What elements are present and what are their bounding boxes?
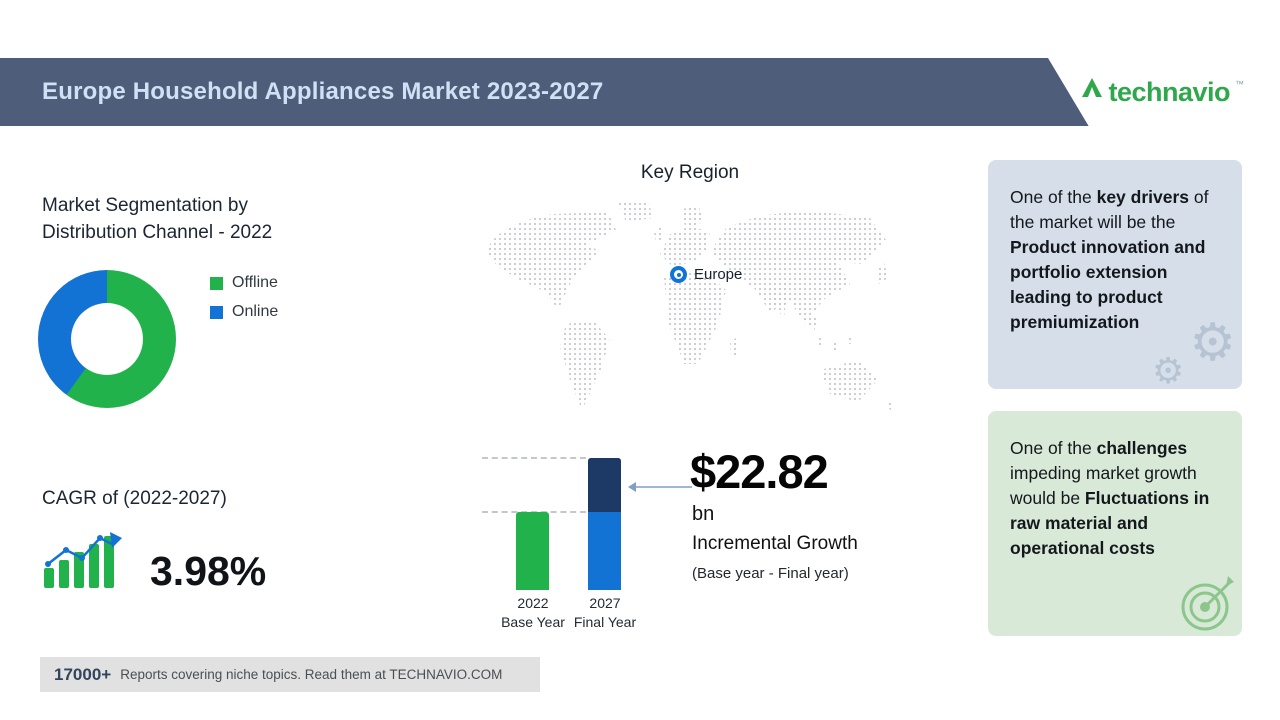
europe-map-marker: Europe bbox=[670, 266, 742, 283]
challenges-text-middle: impeding market growth would be bbox=[1010, 463, 1197, 508]
bar-caption-2022: 2022 Base Year bbox=[487, 594, 579, 632]
incremental-growth-sublabel: (Base year - Final year) bbox=[692, 565, 849, 582]
dashed-gridline-top bbox=[482, 457, 586, 459]
bar-2027-increment-segment bbox=[588, 458, 621, 512]
logo-wedge: technavio ™ bbox=[1048, 58, 1280, 126]
trademark-symbol: ™ bbox=[1235, 79, 1244, 89]
reports-count: 17000+ bbox=[54, 664, 112, 684]
technavio-logo-text: technavio bbox=[1108, 77, 1230, 107]
key-region-title: Key Region bbox=[640, 162, 740, 183]
bar-caption-2027: 2027 Final Year bbox=[559, 594, 651, 632]
incremental-growth-label: Incremental Growth bbox=[692, 533, 858, 554]
bar-2027 bbox=[588, 458, 621, 590]
footer-bar: 17000+ Reports covering niche topics. Re… bbox=[40, 657, 540, 692]
gears-icon: ⚙ ⚙ bbox=[1152, 314, 1236, 391]
legend-label-offline: Offline bbox=[232, 274, 278, 291]
segmentation-title-line2: Distribution Channel - 2022 bbox=[42, 222, 273, 243]
bar-year-2022: 2022 bbox=[517, 595, 549, 611]
challenges-text-bold2: Fluctuations in raw material and operati… bbox=[1010, 488, 1210, 558]
incremental-growth-unit: bn bbox=[692, 503, 715, 525]
offline-swatch-icon bbox=[210, 276, 223, 290]
bar-year-2027: 2027 bbox=[589, 595, 621, 611]
cagr-label: CAGR of (2022-2027) bbox=[42, 488, 227, 509]
bar-label-2022: Base Year bbox=[501, 614, 565, 630]
bar-label-2027: Final Year bbox=[573, 614, 637, 630]
footer-text: Reports covering niche topics. Read them… bbox=[120, 667, 503, 682]
legend-label-online: Online bbox=[232, 303, 279, 320]
cagr-value: 3.98% bbox=[150, 548, 267, 594]
donut-chart-hole bbox=[71, 303, 143, 375]
europe-marker-label: Europe bbox=[694, 266, 743, 283]
segmentation-title: Market Segmentation by Distribution Chan… bbox=[42, 192, 272, 246]
world-map-svg bbox=[486, 200, 893, 414]
drivers-text-prefix: One of the bbox=[1010, 187, 1097, 207]
target-icon bbox=[1181, 576, 1234, 631]
incremental-growth-chart: 2022 Base Year 2027 Final Year bbox=[480, 450, 650, 630]
legend-item-offline: Offline bbox=[210, 274, 278, 292]
donut-chart bbox=[38, 270, 176, 408]
annotation-arrow-icon bbox=[628, 482, 692, 492]
incremental-growth-amount: $22.82 bbox=[690, 445, 829, 498]
challenges-text-prefix: One of the bbox=[1010, 438, 1097, 458]
key-drivers-card: One of the key drivers of the market wil… bbox=[988, 160, 1242, 389]
technavio-logo: technavio ™ bbox=[1081, 77, 1244, 107]
page-title: Europe Household Appliances Market 2023-… bbox=[42, 78, 604, 105]
drivers-text-middle: of the market will be the bbox=[1010, 187, 1209, 232]
bar-2022 bbox=[516, 512, 549, 590]
technavio-logo-icon bbox=[1082, 78, 1103, 97]
header-bar: Europe Household Appliances Market 2023-… bbox=[0, 58, 1280, 126]
segmentation-title-line1: Market Segmentation by bbox=[42, 195, 248, 216]
online-swatch-icon bbox=[210, 305, 223, 319]
drivers-text-bold2: Product innovation and portfolio extensi… bbox=[1010, 237, 1206, 332]
challenges-text-bold1: challenges bbox=[1096, 438, 1188, 458]
cagr-trend-icon bbox=[44, 532, 122, 588]
world-map: Europe bbox=[458, 192, 903, 440]
challenges-card: One of the challenges impeding market gr… bbox=[988, 411, 1242, 636]
drivers-text-bold1: key drivers bbox=[1096, 187, 1190, 207]
location-pin-icon bbox=[670, 266, 687, 283]
donut-legend: Offline Online bbox=[210, 274, 278, 321]
legend-item-online: Online bbox=[210, 303, 278, 321]
